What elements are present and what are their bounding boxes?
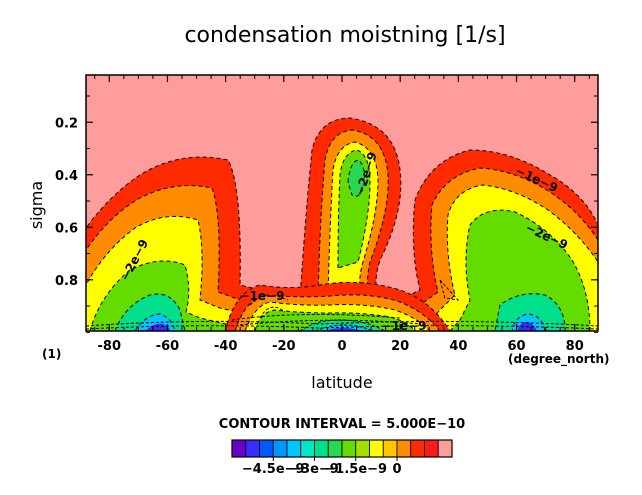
colorbar-swatch <box>314 439 329 458</box>
colorbar-label: −4.5e−9 <box>242 462 305 477</box>
colorbar-swatch <box>300 439 315 458</box>
x-axis: -80 -60 -40 -20 0 20 40 60 80 <box>94 75 590 354</box>
colorbar-swatch <box>424 439 439 458</box>
x-tick-label: -40 <box>214 339 238 354</box>
equatorial-column <box>299 117 402 301</box>
colorbar-swatch <box>355 439 370 458</box>
y-unit-label: (1) <box>42 347 61 361</box>
x-tick-label: 60 <box>507 339 525 354</box>
colorbar-swatch <box>341 439 357 458</box>
northern-lobe <box>379 149 598 331</box>
y-tick-label: 0.6 <box>55 221 78 236</box>
contour-fill-level-6 <box>325 327 362 331</box>
x-tick-label: -60 <box>156 339 180 354</box>
x-tick-label: -80 <box>98 339 122 354</box>
contour-fill-level-4 <box>494 293 566 331</box>
x-tick-label: 40 <box>449 339 467 354</box>
colorbar-swatch <box>327 439 343 458</box>
near-surface-contour-lines <box>86 279 598 330</box>
x-tick-label: 20 <box>391 339 409 354</box>
chart-title: condensation moistning [1/s] <box>184 23 505 48</box>
colorbar <box>231 439 453 458</box>
colorbar-swatch <box>286 439 302 458</box>
colorbar-swatch <box>437 439 453 458</box>
colorbar-frame <box>231 439 453 458</box>
contour-fill-level-4 <box>347 159 365 197</box>
colorbar-label: 0 <box>392 462 401 477</box>
y-tick-label: 0.2 <box>55 116 78 131</box>
y-tick-label: 0.4 <box>55 169 78 184</box>
plot-area <box>86 75 598 331</box>
contour-interval-note: CONTOUR INTERVAL = 5.000E−10 <box>219 417 465 432</box>
contour-fill-level-3 <box>449 209 591 331</box>
contour-fill-level-6 <box>145 323 170 331</box>
colorbar-swatch <box>382 439 398 458</box>
colorbar-swatch <box>272 439 288 458</box>
colorbar-swatch <box>245 439 260 458</box>
colorbar-swatch <box>396 439 412 458</box>
colorbar-label: −1.5e−9 <box>324 462 387 477</box>
colorbar-swatch <box>231 439 247 458</box>
colorbar-labels: −4.5e−9−3e−9−1.5e−9 0 <box>242 457 402 477</box>
x-tick-label: -20 <box>272 339 296 354</box>
colorbar-swatch <box>259 439 274 458</box>
x-axis-label: latitude <box>311 373 372 392</box>
colorbar-swatch <box>369 439 384 458</box>
x-tick-label: 80 <box>566 339 584 354</box>
colorbar-swatch <box>410 439 425 458</box>
x-unit-label: (degree_north) <box>508 352 609 367</box>
x-tick-label: 0 <box>337 339 346 354</box>
contour-label: −1e−9 <box>382 319 427 333</box>
y-axis-label: sigma <box>27 181 46 229</box>
y-tick-label: 0.8 <box>55 274 78 289</box>
y-axis: 0.2 0.4 0.6 0.8 <box>55 95 598 333</box>
colorbar-label: −3e−9 <box>290 462 339 477</box>
contour-label: −1e−9 <box>240 289 285 303</box>
